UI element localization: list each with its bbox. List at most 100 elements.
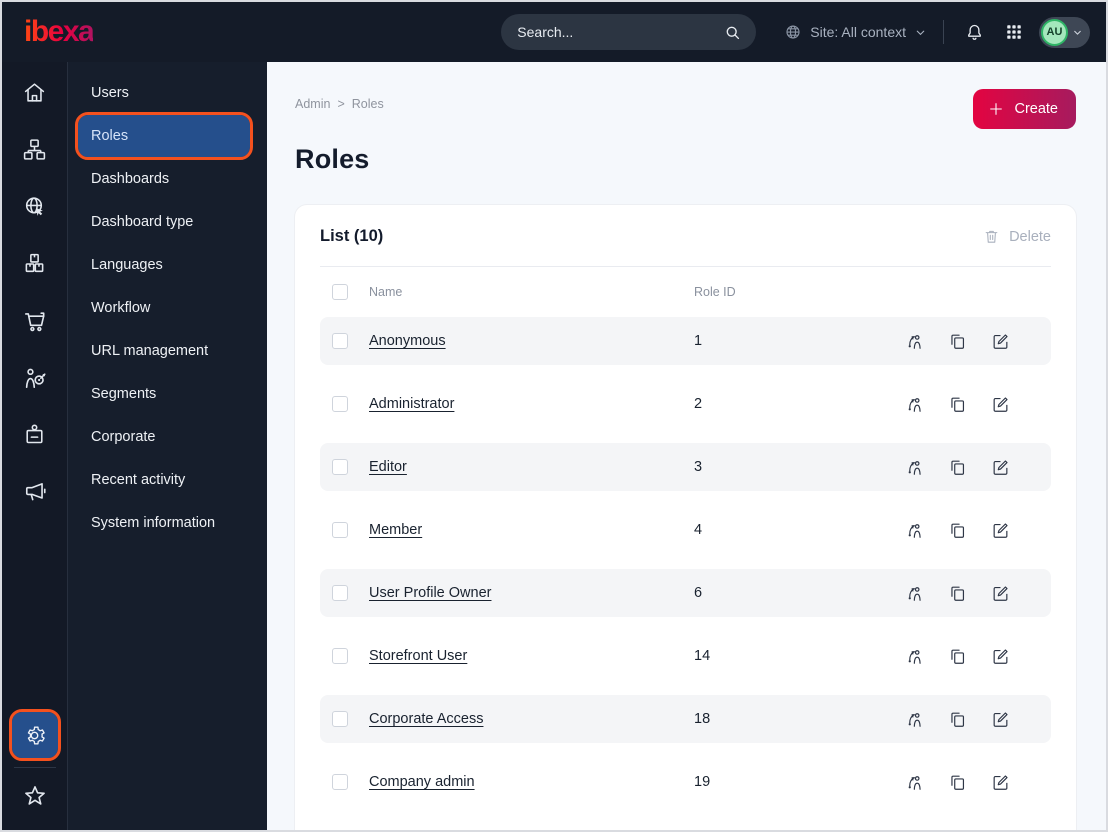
admin-submenu: Users Roles Dashboards Dashboard type Langua…	[68, 62, 267, 830]
row-checkbox[interactable]	[332, 333, 348, 349]
row-checkbox[interactable]	[332, 459, 348, 475]
nav-marketing-megaphone-icon[interactable]	[11, 463, 59, 520]
role-name-link[interactable]: User Profile Owner	[369, 585, 492, 601]
role-name-link[interactable]: Company admin	[369, 774, 475, 790]
sidebar-item-users[interactable]: Users	[91, 85, 129, 101]
assign-users-icon[interactable]	[905, 773, 924, 792]
delete-button-label: Delete	[1009, 228, 1051, 245]
role-id-value: 4	[694, 522, 703, 538]
sidebar-item-url-management[interactable]: URL management	[91, 343, 209, 359]
assign-users-icon[interactable]	[905, 458, 924, 477]
nav-product-boxes-icon[interactable]	[11, 235, 59, 292]
copy-icon[interactable]	[948, 458, 967, 477]
role-name-link[interactable]: Anonymous	[369, 333, 446, 349]
chevron-down-icon	[1072, 27, 1083, 38]
nav-settings-gear-icon[interactable]	[8, 709, 61, 761]
app-grid-icon[interactable]	[1001, 19, 1027, 45]
user-menu[interactable]: AU	[1039, 16, 1090, 48]
list-count-title: List (10)	[320, 227, 384, 245]
copy-icon[interactable]	[948, 584, 967, 603]
table-row: Anonymous 1	[320, 317, 1051, 365]
plus-icon	[988, 101, 1004, 117]
sidebar-item-workflow[interactable]: Workflow	[91, 300, 151, 316]
select-all-checkbox[interactable]	[332, 284, 348, 300]
sidebar-item-roles[interactable]: Roles	[75, 112, 253, 160]
edit-icon[interactable]	[991, 584, 1010, 603]
table-row: Editor 3	[320, 443, 1051, 491]
nav-bookmarks-star-icon[interactable]	[11, 772, 59, 820]
role-name-link[interactable]: Editor	[369, 459, 407, 475]
nav-commerce-cart-icon[interactable]	[11, 292, 59, 349]
breadcrumb-admin[interactable]: Admin	[295, 97, 331, 111]
main-content: Admin > Roles Create Roles List (10)	[267, 62, 1106, 830]
copy-icon[interactable]	[948, 647, 967, 666]
rail-divider	[13, 767, 56, 768]
row-actions	[905, 710, 1037, 729]
nav-home-icon[interactable]	[11, 64, 59, 121]
copy-icon[interactable]	[948, 773, 967, 792]
breadcrumb: Admin > Roles	[295, 89, 384, 111]
sidebar-item-languages[interactable]: Languages	[91, 257, 163, 273]
row-checkbox[interactable]	[332, 711, 348, 727]
sidebar-item-system-information[interactable]: System information	[91, 515, 216, 531]
edit-icon[interactable]	[991, 647, 1010, 666]
row-checkbox[interactable]	[332, 648, 348, 664]
role-name-link[interactable]: Corporate Access	[369, 711, 484, 727]
rail-bottom-group	[8, 709, 61, 820]
sidebar-item-dashboards[interactable]: Dashboards	[91, 171, 170, 187]
delete-button[interactable]: Delete	[983, 228, 1051, 245]
topbar: ibexa Search... Site: All context	[2, 2, 1106, 62]
site-context-selector[interactable]: Site: All context	[784, 23, 927, 41]
copy-icon[interactable]	[948, 395, 967, 414]
table-row: User Profile Owner 6	[320, 569, 1051, 617]
role-id-value: 1	[694, 333, 703, 349]
row-checkbox[interactable]	[332, 585, 348, 601]
search-icon	[723, 23, 742, 42]
edit-icon[interactable]	[991, 395, 1010, 414]
nav-site-globe-icon[interactable]	[11, 178, 59, 235]
create-button[interactable]: Create	[973, 89, 1076, 129]
copy-icon[interactable]	[948, 521, 967, 540]
row-checkbox[interactable]	[332, 522, 348, 538]
edit-icon[interactable]	[991, 773, 1010, 792]
assign-users-icon[interactable]	[905, 710, 924, 729]
nav-content-tree-icon[interactable]	[11, 121, 59, 178]
breadcrumb-roles[interactable]: Roles	[351, 97, 384, 111]
sidebar-item-recent-activity[interactable]: Recent activity	[91, 472, 186, 488]
row-actions	[905, 584, 1037, 603]
global-search-input[interactable]: Search...	[501, 14, 757, 50]
topbar-right-group: Site: All context AU	[784, 16, 1090, 48]
roles-list-card: List (10) Delete Name Role ID	[295, 205, 1076, 830]
notifications-bell-icon[interactable]	[960, 18, 989, 47]
row-checkbox[interactable]	[332, 774, 348, 790]
edit-icon[interactable]	[991, 458, 1010, 477]
copy-icon[interactable]	[948, 710, 967, 729]
edit-icon[interactable]	[991, 521, 1010, 540]
role-name-link[interactable]: Storefront User	[369, 648, 468, 664]
table-row: Administrator 2	[320, 380, 1051, 428]
table-header-row: Name Role ID	[320, 267, 1051, 317]
ibexa-logo[interactable]: ibexa	[24, 15, 95, 48]
assign-users-icon[interactable]	[905, 647, 924, 666]
copy-icon[interactable]	[948, 332, 967, 351]
edit-icon[interactable]	[991, 332, 1010, 351]
role-name-link[interactable]: Administrator	[369, 396, 455, 412]
nav-corporate-badge-icon[interactable]	[11, 406, 59, 463]
edit-icon[interactable]	[991, 710, 1010, 729]
row-actions	[905, 458, 1037, 477]
nav-personalization-target-icon[interactable]	[11, 349, 59, 406]
role-name-link[interactable]: Member	[369, 522, 423, 538]
column-header-name: Name	[369, 285, 403, 299]
sidebar-item-corporate[interactable]: Corporate	[91, 429, 156, 445]
assign-users-icon[interactable]	[905, 521, 924, 540]
main-nav-rail	[2, 62, 68, 830]
sidebar-item-dashboard-type[interactable]: Dashboard type	[91, 214, 194, 230]
sidebar-item-segments[interactable]: Segments	[91, 386, 157, 402]
table-row: Company admin 19	[320, 758, 1051, 806]
assign-users-icon[interactable]	[905, 395, 924, 414]
row-checkbox[interactable]	[332, 396, 348, 412]
role-id-value: 2	[694, 396, 703, 412]
assign-users-icon[interactable]	[905, 332, 924, 351]
assign-users-icon[interactable]	[905, 584, 924, 603]
